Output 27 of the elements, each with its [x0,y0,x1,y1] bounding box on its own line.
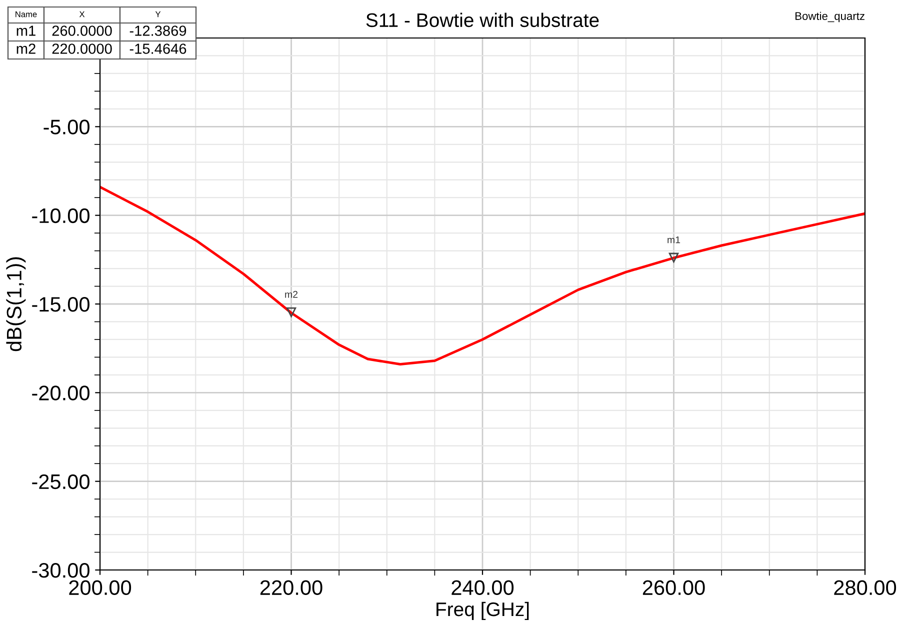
text: m1 [16,26,36,36]
y-tick-label: -30.00 [32,563,90,578]
text: -12.3869 [130,26,186,36]
text: X [79,11,85,18]
annotation: 220.0000 [52,44,112,54]
chart-title: S11 - Bowtie with substrate [366,12,599,28]
text: m2 [16,44,36,54]
x-tick-label: 220.00 [260,580,322,596]
y-axis-title: dB(S(1,1)) [6,257,26,352]
x-tick-label: 240.00 [452,580,514,596]
y-tick-label: -10.00 [32,208,90,224]
annotation: -15.4646 [130,44,186,54]
text: 260.0000 [52,26,112,36]
x-tick-label: 200.00 [69,580,132,596]
line-series [100,186,865,366]
y-tick-label: -5.00 [44,120,90,134]
text: Bowtie_quartz [796,12,864,22]
annotation: m2 [285,290,298,298]
annotation: m1 [668,236,680,244]
y-tick-label: -25.00 [32,474,90,490]
x-tick-label: 280.00 [834,580,896,596]
y-tick-label: -15.00 [32,297,90,312]
x-axis-title: Freq [GHz] [436,602,529,620]
x-tick-label: 260.00 [642,580,705,596]
text: Name [16,11,37,18]
y-tick-label: -20.00 [32,386,90,400]
text: Y [155,11,161,18]
